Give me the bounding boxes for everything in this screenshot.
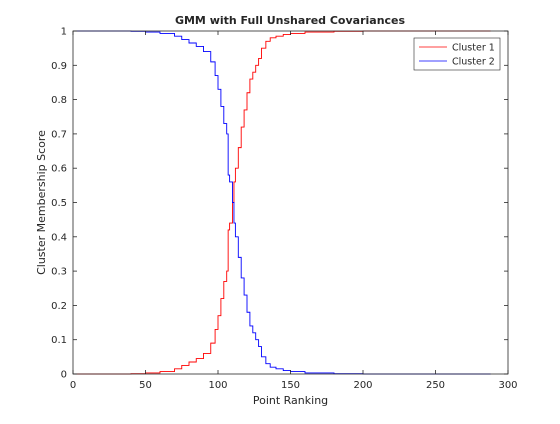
x-axis-label: Point Ranking xyxy=(253,394,328,407)
x-tick-label: 300 xyxy=(498,380,517,391)
x-tick-label: 100 xyxy=(208,380,227,391)
y-tick-label: 0 xyxy=(61,370,67,381)
y-tick-label: 0.6 xyxy=(51,164,67,175)
y-tick-label: 0.5 xyxy=(51,198,67,209)
legend-box xyxy=(413,37,501,71)
y-tick-label: 0.1 xyxy=(51,335,67,346)
series-line-cluster-2 xyxy=(74,30,491,375)
x-tick-label: 0 xyxy=(70,380,76,391)
y-tick-label: 0.2 xyxy=(51,301,67,312)
ticks-layer: 0 50 100 150 200 250 300 0 0.1 0.2 0.3 0.4 0.5 0.6 0.7… xyxy=(51,27,517,392)
x-tick-label: 150 xyxy=(281,380,300,391)
legend: Cluster 1 Cluster 2 xyxy=(413,37,501,71)
y-axis-label: Cluster Membership Score xyxy=(35,130,48,275)
legend-label-cluster-1: Cluster 1 xyxy=(452,43,495,54)
x-tick-label: 50 xyxy=(139,380,152,391)
plot-area xyxy=(73,31,508,374)
chart-title: GMM with Full Unshared Covariances xyxy=(175,14,406,27)
x-tick-label: 250 xyxy=(426,380,445,391)
legend-label-cluster-2: Cluster 2 xyxy=(452,57,495,68)
y-tick-label: 0.9 xyxy=(51,61,67,72)
y-tick-label: 0.4 xyxy=(51,232,67,243)
series-line-cluster-1 xyxy=(74,30,491,375)
series-layer xyxy=(74,30,491,375)
y-tick-label: 1 xyxy=(61,27,67,38)
y-tick-label: 0.3 xyxy=(51,267,67,278)
y-tick-label: 0.8 xyxy=(51,95,67,106)
y-tick-label: 0.7 xyxy=(51,129,67,140)
x-tick-label: 200 xyxy=(353,380,372,391)
